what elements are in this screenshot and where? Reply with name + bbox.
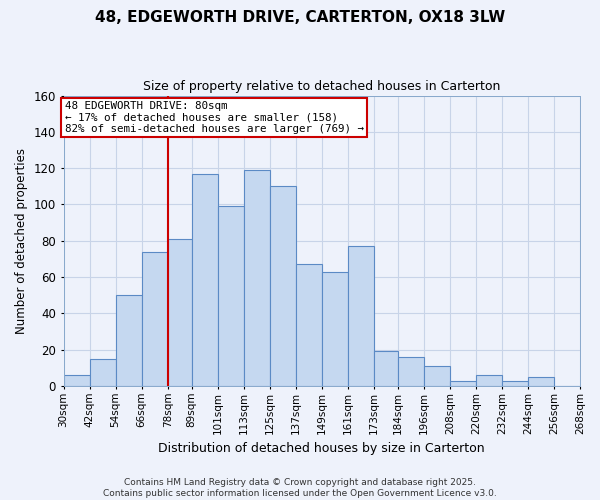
Bar bbox=[398, 357, 424, 386]
Bar bbox=[270, 186, 296, 386]
Bar bbox=[116, 295, 142, 386]
Bar bbox=[89, 359, 116, 386]
Bar bbox=[450, 380, 476, 386]
Text: 48 EDGEWORTH DRIVE: 80sqm
← 17% of detached houses are smaller (158)
82% of semi: 48 EDGEWORTH DRIVE: 80sqm ← 17% of detac… bbox=[65, 101, 364, 134]
Bar bbox=[191, 174, 218, 386]
Bar bbox=[528, 377, 554, 386]
Bar bbox=[168, 239, 191, 386]
Y-axis label: Number of detached properties: Number of detached properties bbox=[15, 148, 28, 334]
Bar bbox=[244, 170, 270, 386]
Bar bbox=[374, 352, 398, 386]
Bar bbox=[218, 206, 244, 386]
Bar bbox=[296, 264, 322, 386]
Bar bbox=[142, 252, 168, 386]
Bar bbox=[64, 375, 89, 386]
Text: 48, EDGEWORTH DRIVE, CARTERTON, OX18 3LW: 48, EDGEWORTH DRIVE, CARTERTON, OX18 3LW bbox=[95, 10, 505, 25]
X-axis label: Distribution of detached houses by size in Carterton: Distribution of detached houses by size … bbox=[158, 442, 485, 455]
Bar bbox=[322, 272, 348, 386]
Bar bbox=[348, 246, 374, 386]
Bar bbox=[502, 380, 528, 386]
Bar bbox=[476, 375, 502, 386]
Title: Size of property relative to detached houses in Carterton: Size of property relative to detached ho… bbox=[143, 80, 500, 93]
Bar bbox=[424, 366, 450, 386]
Text: Contains HM Land Registry data © Crown copyright and database right 2025.
Contai: Contains HM Land Registry data © Crown c… bbox=[103, 478, 497, 498]
